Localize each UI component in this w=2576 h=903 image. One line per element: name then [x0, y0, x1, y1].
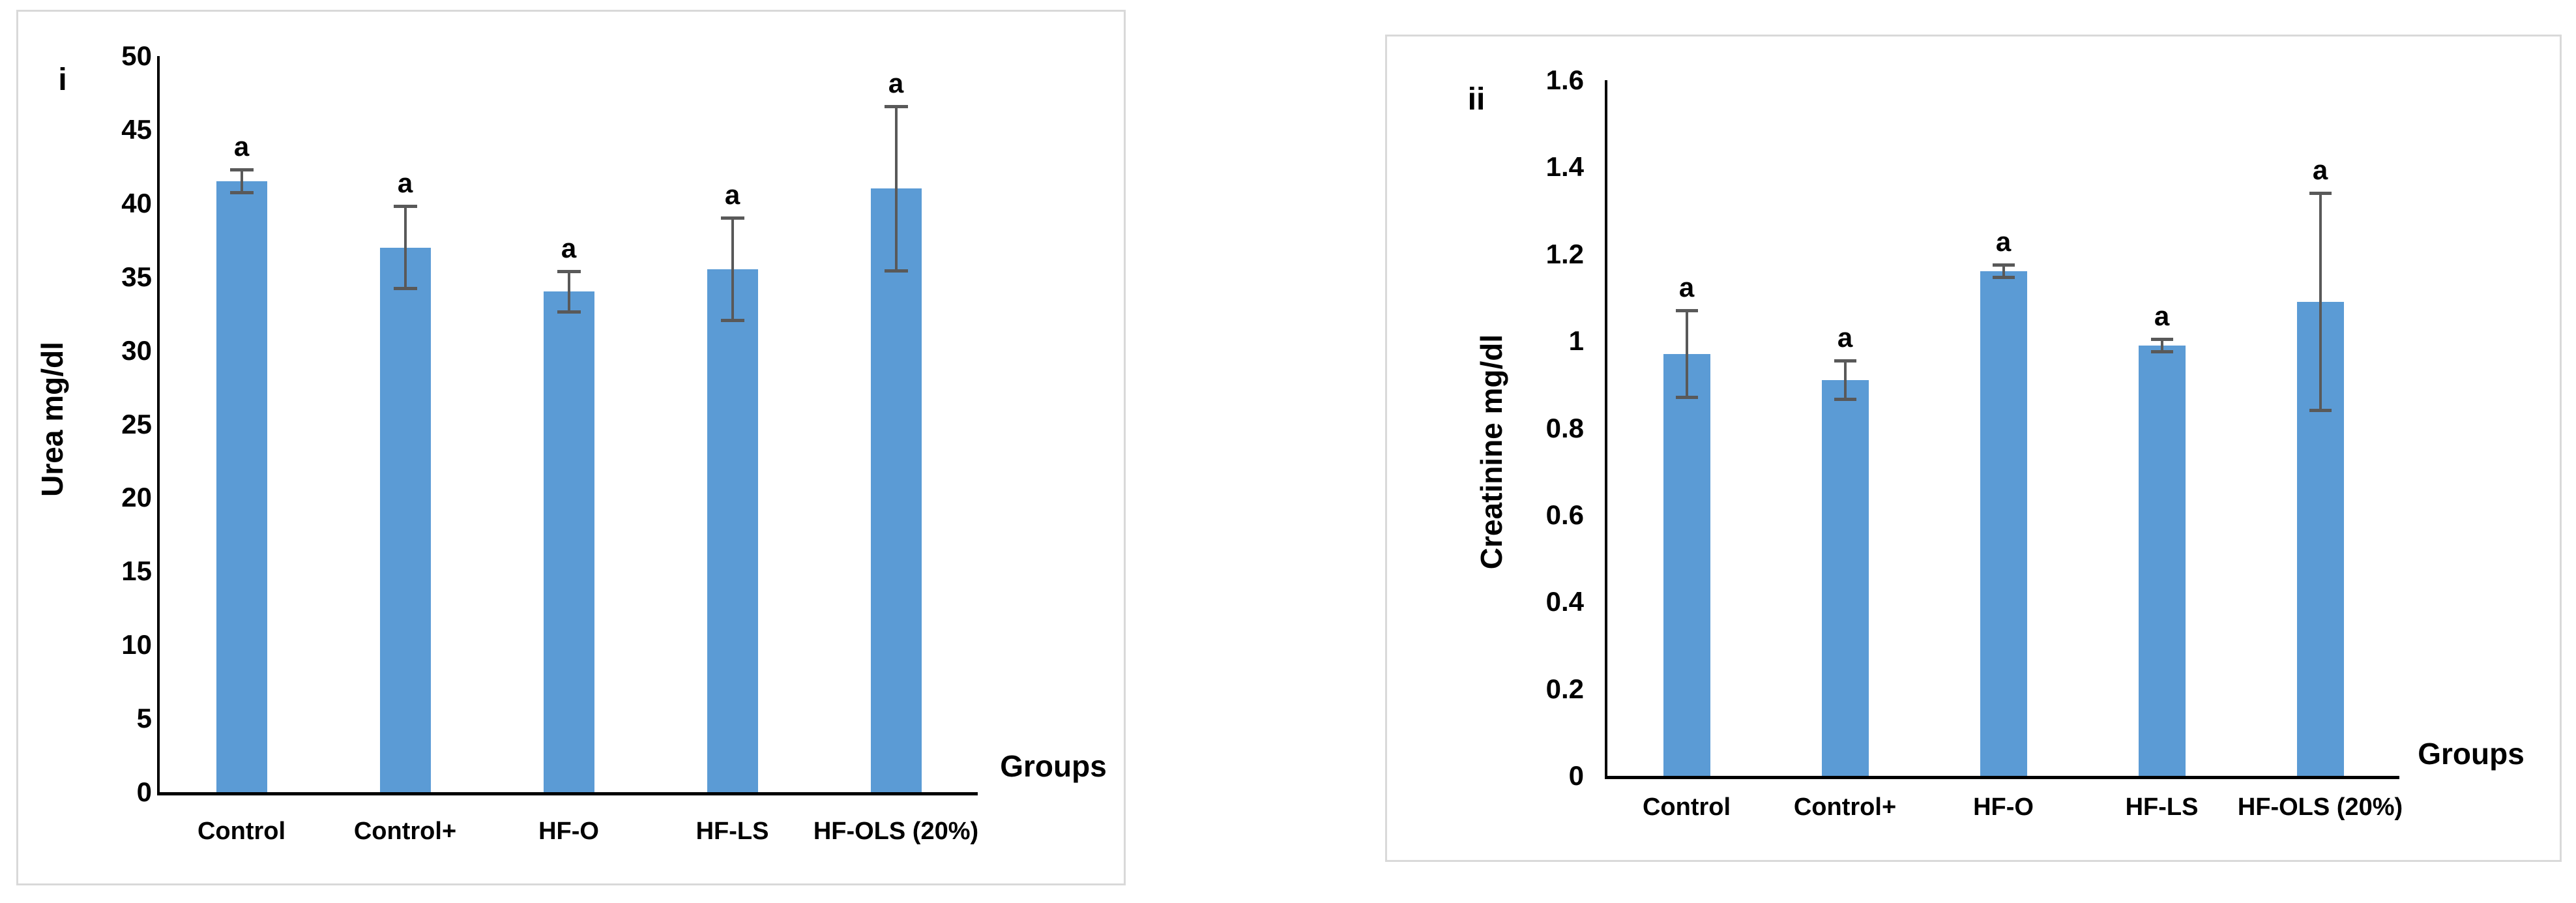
y-tick-label-10: 10	[121, 629, 152, 660]
y-tick-label-1: 1	[1568, 325, 1584, 357]
error-bar-line-HF-LS	[2160, 338, 2163, 352]
y-tick-label-0.4: 0.4	[1545, 586, 1584, 617]
x-tick-label-Control: Control	[197, 818, 286, 845]
bar-HF-LS	[707, 269, 758, 792]
error-bar-line-HF-O	[567, 271, 570, 312]
error-bar-bottom-cap-HF-LS	[720, 319, 744, 323]
bar-Control+	[379, 247, 431, 792]
bar-Control	[1663, 354, 1710, 776]
error-bar-line-HF-OLS (20%)	[2319, 193, 2322, 411]
x-tick-label-HF-LS: HF-LS	[695, 818, 769, 845]
y-axis-line	[1605, 80, 1607, 779]
error-bar-bottom-cap-HF-LS	[2150, 349, 2173, 353]
y-tick-label-30: 30	[121, 334, 152, 366]
creatinine-y-axis-title: Creatinine mg/dl	[1474, 334, 1508, 570]
y-tick-label-40: 40	[121, 187, 152, 218]
y-tick-label-1.4: 1.4	[1545, 151, 1584, 183]
y-tick-label-20: 20	[121, 482, 152, 513]
y-tick-label-50: 50	[121, 40, 152, 71]
significance-label-Control+: a	[1837, 322, 1853, 353]
error-bar-line-Control	[1685, 310, 1688, 398]
significance-label-Control+: a	[397, 168, 413, 199]
bar-HF-LS	[2138, 345, 2186, 776]
error-bar-bottom-cap-Control+	[393, 286, 417, 290]
error-bar-top-cap-HF-O	[557, 269, 581, 273]
panel-letter-i: i	[58, 63, 67, 97]
x-tick-label-HF-O: HF-O	[1973, 793, 2034, 821]
creatinine-x-axis-title: Groups	[2418, 737, 2525, 771]
x-tick-label-HF-LS: HF-LS	[2125, 793, 2199, 821]
x-axis-line	[157, 792, 978, 795]
error-bar-top-cap-Control	[229, 168, 254, 171]
y-tick-label-5: 5	[136, 703, 152, 734]
error-bar-top-cap-Control+	[393, 205, 417, 209]
x-axis-line	[1605, 776, 2399, 779]
y-tick-label-0.6: 0.6	[1545, 499, 1584, 530]
y-tick-label-0.2: 0.2	[1545, 673, 1584, 704]
bar-HF-O	[543, 291, 594, 792]
y-tick-label-0: 0	[136, 777, 152, 807]
error-bar-top-cap-Control+	[1834, 359, 1856, 363]
error-bar-top-cap-HF-LS	[720, 216, 744, 220]
y-tick-label-35: 35	[121, 261, 152, 292]
error-bar-line-Control	[240, 169, 243, 193]
error-bar-bottom-cap-Control	[229, 190, 254, 194]
error-bar-top-cap-Control	[1675, 309, 1698, 313]
error-bar-bottom-cap-HF-OLS (20%)	[2309, 408, 2332, 412]
significance-label-Control: a	[1678, 272, 1695, 303]
error-bar-line-HF-O	[2002, 265, 2005, 278]
y-tick-label-0.8: 0.8	[1545, 412, 1584, 443]
significance-label-Control: a	[233, 130, 250, 162]
significance-label-HF-LS: a	[2154, 300, 2170, 331]
error-bar-bottom-cap-HF-O	[1992, 276, 2015, 280]
y-tick-label-45: 45	[121, 113, 152, 145]
y-axis-line	[157, 56, 160, 795]
error-bar-top-cap-HF-OLS (20%)	[2309, 192, 2332, 196]
error-bar-top-cap-HF-LS	[2150, 337, 2173, 341]
error-bar-line-HF-LS	[731, 218, 734, 321]
creatinine-chart-panel: ii Creatinine mg/dl Groups 0 0.2 0.4 0.6 0.8…	[1385, 35, 2562, 862]
x-tick-label-Control+: Control+	[353, 818, 457, 845]
panel-letter-ii: ii	[1467, 82, 1486, 117]
x-tick-label-HF-O: HF-O	[538, 818, 599, 845]
error-bar-bottom-cap-HF-O	[557, 310, 581, 314]
error-bar-line-Control+	[403, 206, 407, 289]
error-bar-bottom-cap-HF-OLS (20%)	[884, 269, 908, 273]
significance-label-HF-O: a	[561, 232, 577, 263]
bar-HF-OLS (20%)	[870, 188, 922, 792]
y-tick-label-1.6: 1.6	[1545, 65, 1584, 95]
x-tick-label-Control+: Control+	[1793, 793, 1897, 821]
y-tick-label-25: 25	[121, 408, 152, 439]
error-bar-bottom-cap-Control+	[1834, 398, 1856, 402]
urea-chart-panel: i Urea mg/dl Groups 0 5 10 15 20 25 30 35 40 45 50…	[16, 10, 1126, 885]
significance-label-HF-LS: a	[724, 179, 740, 211]
significance-label-HF-OLS (20%): a	[888, 67, 904, 98]
x-tick-label-HF-OLS (20%): HF-OLS (20%)	[813, 818, 979, 845]
y-tick-label-0: 0	[1568, 760, 1584, 791]
error-bar-line-HF-OLS (20%)	[894, 106, 898, 271]
y-tick-label-15: 15	[121, 555, 152, 587]
y-tick-label-1.2: 1.2	[1545, 238, 1584, 269]
x-tick-label-HF-OLS (20%): HF-OLS (20%)	[2237, 793, 2403, 821]
significance-label-HF-O: a	[1995, 226, 2012, 258]
error-bar-bottom-cap-Control	[1675, 395, 1698, 399]
urea-x-axis-title: Groups	[1000, 749, 1107, 783]
bar-Control	[216, 181, 267, 792]
x-tick-label-Control: Control	[1642, 793, 1731, 821]
significance-label-HF-OLS (20%): a	[2312, 155, 2328, 186]
error-bar-line-Control+	[1843, 361, 1847, 400]
bar-HF-O	[1980, 271, 2027, 776]
error-bar-top-cap-HF-OLS (20%)	[884, 104, 908, 108]
bar-Control+	[1821, 380, 1869, 776]
error-bar-top-cap-HF-O	[1992, 263, 2015, 267]
